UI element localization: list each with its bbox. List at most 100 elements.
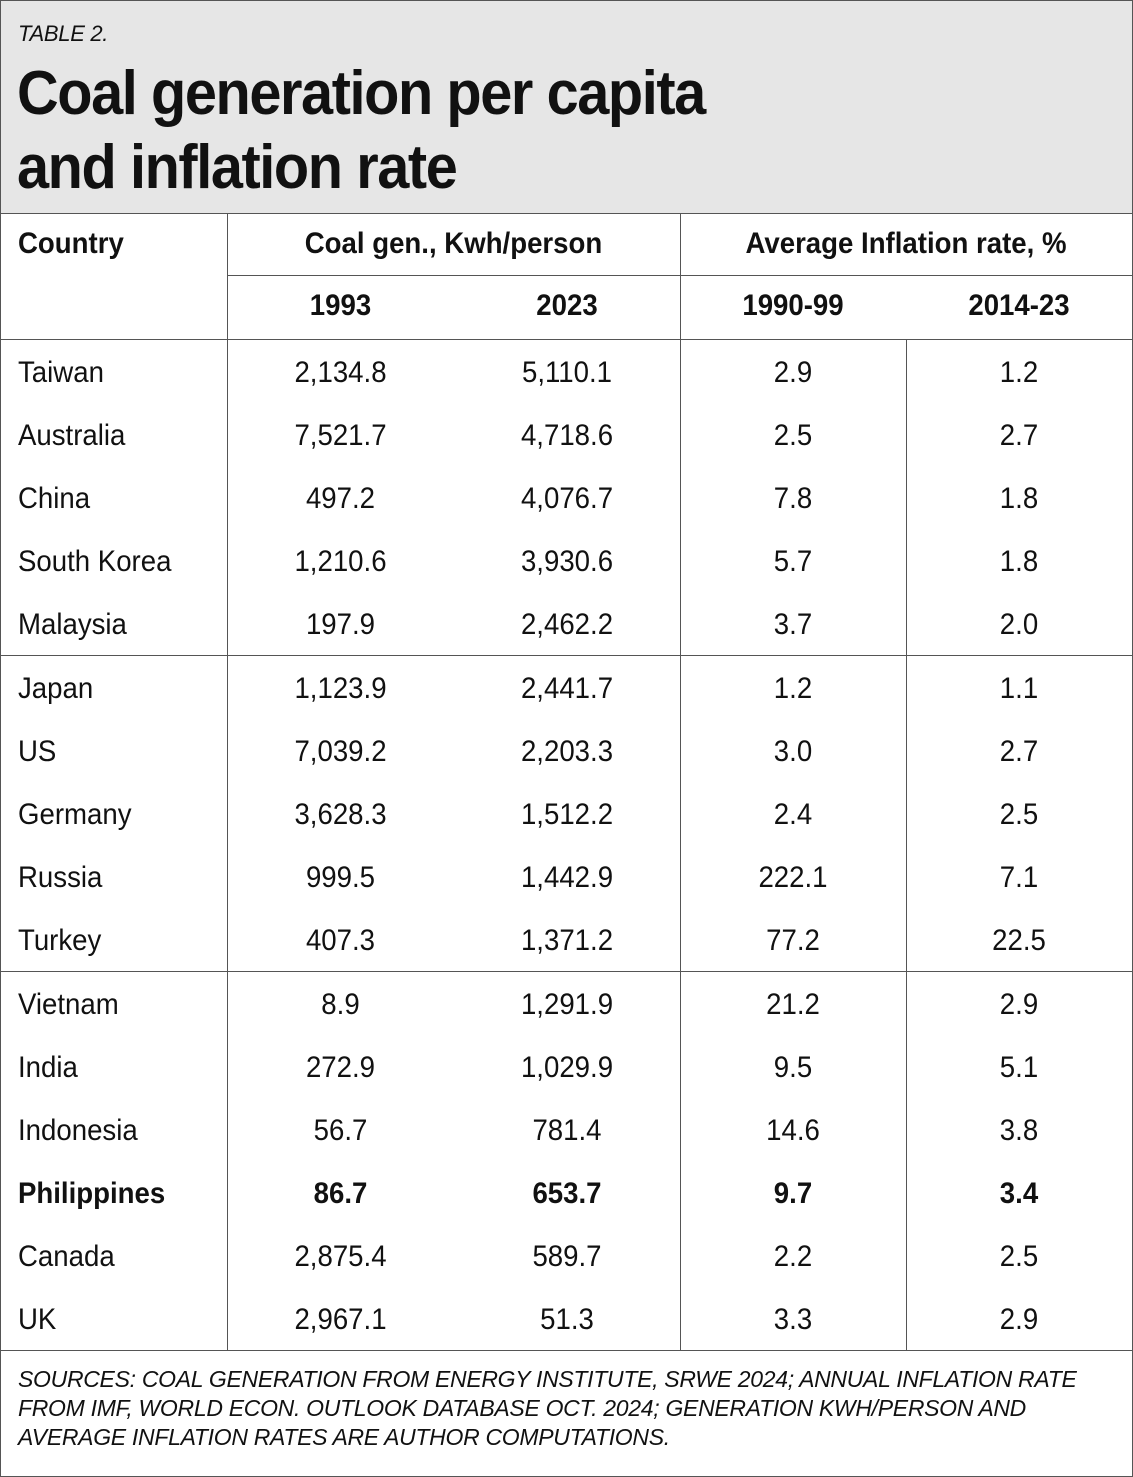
inflation-1990-99-cell: 2.5: [773, 419, 813, 452]
coal-2023-cell: 5,110.1: [521, 356, 613, 389]
inflation-2014-23-cell: 2.9: [999, 1303, 1039, 1336]
coal-1993-cell: 7,521.7: [294, 419, 387, 452]
inflation-1990-99-cell: 21.2: [766, 988, 820, 1021]
coal-1993-cell: 407.3: [305, 924, 376, 957]
coal-1993-cell: 2,967.1: [294, 1303, 387, 1336]
inflation-1990-99-cell: 77.2: [766, 924, 820, 957]
country-cell: Malaysia: [18, 608, 127, 641]
coal-1993-cell: 999.5: [305, 861, 376, 894]
inflation-2014-23-cell: 5.1: [999, 1051, 1039, 1084]
inflation-1990-99-cell: 3.0: [773, 735, 813, 768]
table-header-banner: TABLE 2. Coal generation per capita and …: [1, 1, 1132, 214]
coal-1993-cell: 197.9: [305, 608, 376, 641]
coal-gen-group-header: Coal gen., Kwh/person: [304, 227, 603, 260]
inflation-2014-23-cell: 3.8: [999, 1114, 1039, 1147]
inflation-1990-99-cell: 9.5: [773, 1051, 813, 1084]
inflation-1990-99-cell: 2.2: [773, 1240, 813, 1273]
inflation-2014-23-cell: 2.5: [999, 1240, 1039, 1273]
table-row: UK 2,967.1 51.3 3.3 2.9: [1, 1288, 1132, 1351]
inflation-1990-99-cell: 3.3: [773, 1303, 813, 1336]
table-row: Indonesia 56.7 781.4 14.6 3.8: [1, 1099, 1132, 1162]
country-cell: China: [18, 482, 91, 515]
coal-2023-cell: 1,371.2: [520, 924, 614, 957]
inflation-2014-23-cell: 2.5: [999, 798, 1039, 831]
subheader-1990-99: 1990-99: [742, 289, 844, 322]
inflation-1990-99-cell: 2.9: [773, 356, 813, 389]
inflation-group-header: Average Inflation rate, %: [745, 227, 1067, 260]
coal-1993-cell: 86.7: [313, 1177, 368, 1210]
table-row: Vietnam 8.9 1,291.9 21.2 2.9: [1, 973, 1132, 1036]
table-row: South Korea 1,210.6 3,930.6 5.7 1.8: [1, 530, 1132, 593]
inflation-1990-99-cell: 9.7: [773, 1177, 813, 1210]
inflation-1990-99-cell: 222.1: [758, 861, 828, 894]
coal-1993-cell: 8.9: [321, 988, 360, 1021]
table-title-line-2: and inflation rate: [17, 133, 458, 202]
inflation-2014-23-cell: 3.4: [999, 1177, 1039, 1210]
country-cell: Philippines: [18, 1177, 166, 1210]
country-cell: Japan: [18, 672, 94, 705]
table-row: Russia 999.5 1,442.9 222.1 7.1: [1, 846, 1132, 909]
coal-2023-cell: 1,029.9: [520, 1051, 614, 1084]
table-row: Malaysia 197.9 2,462.2 3.7 2.0: [1, 593, 1132, 656]
subheader-2023: 2023: [536, 289, 598, 322]
coal-2023-cell: 653.7: [532, 1177, 602, 1210]
table-row: Japan 1,123.9 2,441.7 1.2 1.1: [1, 657, 1132, 720]
table-row: China 497.2 4,076.7 7.8 1.8: [1, 467, 1132, 530]
table-title: Coal generation per capita and inflation…: [17, 57, 706, 205]
country-cell: Australia: [18, 419, 126, 452]
table-row: Germany 3,628.3 1,512.2 2.4 2.5: [1, 783, 1132, 846]
coal-1993-cell: 497.2: [305, 482, 376, 515]
inflation-2014-23-cell: 2.0: [999, 608, 1039, 641]
inflation-1990-99-cell: 14.6: [766, 1114, 820, 1147]
coal-2023-cell: 2,203.3: [520, 735, 614, 768]
coal-2023-cell: 2,441.7: [520, 672, 614, 705]
coal-2023-cell: 51.3: [540, 1303, 594, 1336]
coal-1993-cell: 1,210.6: [294, 545, 387, 578]
inflation-2014-23-cell: 2.7: [999, 419, 1039, 452]
coal-2023-cell: 2,462.2: [520, 608, 614, 641]
inflation-1990-99-cell: 5.7: [773, 545, 813, 578]
inflation-1990-99-cell: 7.8: [773, 482, 813, 515]
coal-2023-cell: 4,718.6: [520, 419, 614, 452]
country-column-header: Country: [18, 227, 124, 260]
country-cell: Taiwan: [18, 356, 104, 389]
coal-1993-cell: 3,628.3: [294, 798, 387, 831]
coal-2023-cell: 781.4: [532, 1114, 602, 1147]
coal-2023-cell: 1,512.2: [520, 798, 614, 831]
table-row-highlighted: Philippines 86.7 653.7 9.7 3.4: [1, 1162, 1132, 1225]
country-cell: UK: [18, 1303, 57, 1336]
coal-2023-cell: 589.7: [532, 1240, 602, 1273]
column-divider: [227, 213, 228, 1350]
header-subrule: [227, 275, 1132, 276]
coal-1993-cell: 7,039.2: [294, 735, 387, 768]
inflation-1990-99-cell: 3.7: [773, 608, 813, 641]
table-title-line-1: Coal generation per capita: [17, 59, 706, 128]
coal-1993-cell: 272.9: [305, 1051, 376, 1084]
inflation-2014-23-cell: 1.2: [999, 356, 1039, 389]
inflation-2014-23-cell: 22.5: [992, 924, 1046, 957]
country-cell: Indonesia: [18, 1114, 138, 1147]
column-divider: [906, 339, 907, 1350]
table-row: Australia 7,521.7 4,718.6 2.5 2.7: [1, 404, 1132, 467]
table-bottom-rule: [1, 1350, 1132, 1351]
country-cell: India: [18, 1051, 78, 1084]
country-cell: Turkey: [18, 924, 102, 957]
inflation-2014-23-cell: 2.9: [999, 988, 1039, 1021]
inflation-2014-23-cell: 2.7: [999, 735, 1039, 768]
inflation-2014-23-cell: 1.1: [999, 672, 1039, 705]
table-row: Canada 2,875.4 589.7 2.2 2.5: [1, 1225, 1132, 1288]
table-row: Turkey 407.3 1,371.2 77.2 22.5: [1, 909, 1132, 972]
subheader-2014-23: 2014-23: [968, 289, 1070, 322]
country-cell: US: [18, 735, 57, 768]
country-cell: Germany: [18, 798, 132, 831]
coal-1993-cell: 56.7: [313, 1114, 368, 1147]
table-row: US 7,039.2 2,203.3 3.0 2.7: [1, 720, 1132, 783]
country-cell: Canada: [18, 1240, 115, 1273]
inflation-2014-23-cell: 1.8: [999, 482, 1039, 515]
coal-1993-cell: 1,123.9: [294, 672, 387, 705]
coal-2023-cell: 1,442.9: [520, 861, 614, 894]
country-cell: Russia: [18, 861, 103, 894]
column-divider: [680, 213, 681, 1350]
